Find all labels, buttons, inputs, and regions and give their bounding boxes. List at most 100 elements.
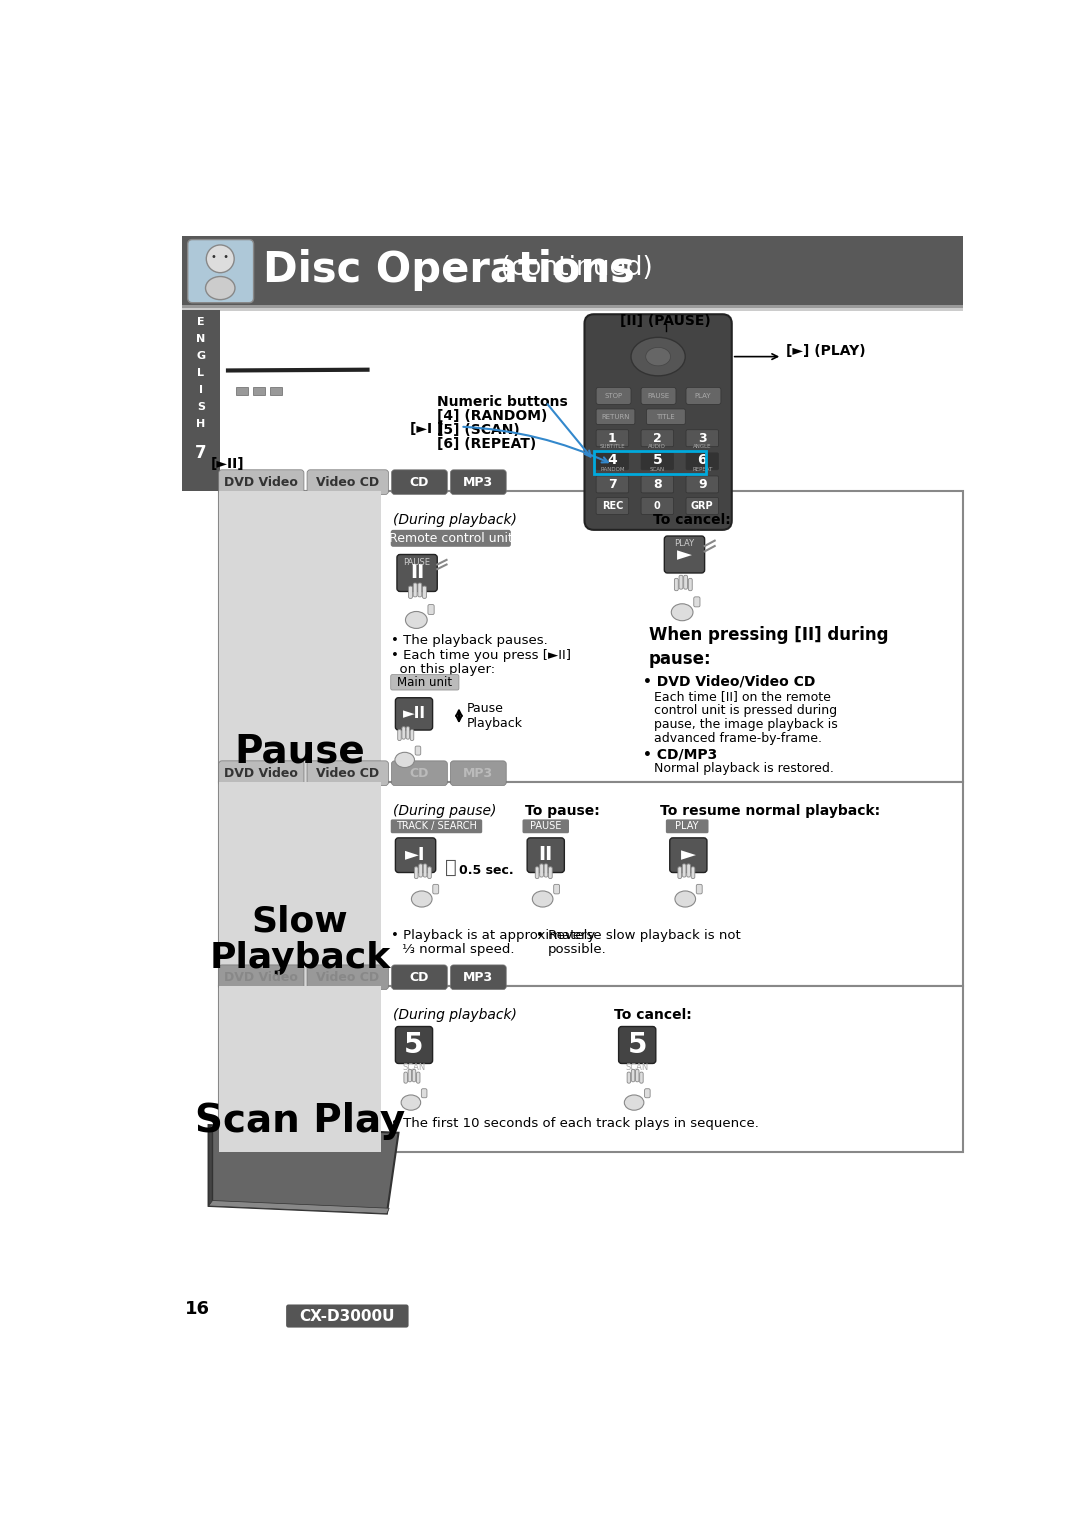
Text: SCAN: SCAN (403, 1063, 426, 1073)
Text: 0.5 sec.: 0.5 sec. (459, 865, 514, 877)
Text: CD: CD (409, 767, 429, 779)
FancyBboxPatch shape (395, 1027, 433, 1063)
FancyBboxPatch shape (693, 597, 700, 607)
Text: 16: 16 (186, 1300, 211, 1319)
Text: • Reverse slow playback is not: • Reverse slow playback is not (537, 929, 741, 941)
Text: MP3: MP3 (463, 970, 494, 984)
Text: Each time [II] on the remote: Each time [II] on the remote (654, 691, 832, 703)
FancyBboxPatch shape (397, 555, 437, 591)
FancyBboxPatch shape (286, 1305, 408, 1328)
FancyBboxPatch shape (686, 388, 721, 405)
Text: ⅓ normal speed.: ⅓ normal speed. (402, 943, 514, 955)
Text: 5: 5 (627, 1031, 647, 1059)
Text: To pause:: To pause: (525, 804, 599, 817)
Text: S: S (197, 402, 205, 411)
FancyBboxPatch shape (596, 429, 629, 446)
Ellipse shape (205, 277, 235, 299)
FancyBboxPatch shape (632, 1070, 635, 1082)
Ellipse shape (401, 1096, 421, 1111)
FancyBboxPatch shape (395, 837, 435, 872)
Polygon shape (208, 1201, 389, 1213)
FancyBboxPatch shape (450, 964, 507, 990)
Text: • The playback pauses.: • The playback pauses. (391, 634, 548, 646)
FancyBboxPatch shape (391, 675, 459, 691)
Text: [4] (RANDOM): [4] (RANDOM) (437, 410, 548, 423)
FancyBboxPatch shape (536, 866, 539, 879)
FancyBboxPatch shape (635, 1070, 639, 1082)
Text: control unit is pressed during: control unit is pressed during (654, 704, 837, 717)
Text: Slow
Playback: Slow Playback (210, 905, 391, 975)
FancyBboxPatch shape (392, 761, 447, 785)
FancyBboxPatch shape (307, 964, 389, 990)
Text: Pause: Pause (467, 701, 503, 715)
FancyBboxPatch shape (395, 698, 433, 730)
Text: MP3: MP3 (463, 475, 494, 489)
Text: MP3: MP3 (463, 767, 494, 779)
Bar (181, 306, 962, 309)
Text: Pause: Pause (234, 733, 365, 770)
FancyBboxPatch shape (397, 729, 401, 741)
Text: When pressing [II] during
pause:: When pressing [II] during pause: (649, 626, 889, 668)
Ellipse shape (395, 752, 415, 767)
Text: (During playback): (During playback) (393, 513, 517, 527)
Text: DVD Video: DVD Video (225, 475, 298, 489)
FancyBboxPatch shape (218, 761, 303, 785)
Bar (218, 492, 381, 782)
Text: ⏳: ⏳ (445, 857, 457, 877)
Bar (594, 451, 706, 474)
Text: • Playback is at approximately: • Playback is at approximately (391, 929, 595, 941)
FancyBboxPatch shape (691, 866, 694, 879)
FancyBboxPatch shape (684, 575, 688, 590)
Text: 8: 8 (653, 478, 662, 490)
Ellipse shape (411, 891, 432, 908)
Bar (218, 987, 381, 1152)
FancyBboxPatch shape (596, 498, 629, 515)
Bar (218, 987, 962, 1152)
Bar (218, 782, 381, 987)
Text: REC: REC (602, 501, 623, 510)
Text: To resume normal playback:: To resume normal playback: (661, 804, 880, 817)
Ellipse shape (624, 1096, 644, 1111)
FancyBboxPatch shape (642, 452, 674, 469)
FancyBboxPatch shape (596, 475, 629, 494)
FancyBboxPatch shape (392, 469, 447, 495)
Text: REPEAT: REPEAT (692, 468, 713, 472)
FancyBboxPatch shape (670, 837, 707, 872)
Text: [6] (REPEAT): [6] (REPEAT) (437, 437, 537, 451)
FancyBboxPatch shape (418, 584, 422, 597)
FancyBboxPatch shape (433, 885, 438, 894)
FancyBboxPatch shape (683, 863, 686, 877)
Text: N: N (197, 335, 205, 344)
Text: ►II: ►II (403, 706, 426, 721)
FancyBboxPatch shape (218, 964, 303, 990)
Text: G: G (197, 351, 205, 361)
Text: 9: 9 (698, 478, 706, 490)
Text: PLAY: PLAY (694, 393, 712, 399)
Text: Scan Play: Scan Play (195, 1103, 405, 1140)
Text: TITLE: TITLE (657, 414, 675, 420)
Text: (During pause): (During pause) (393, 804, 497, 817)
Polygon shape (208, 1125, 399, 1213)
Text: SCAN: SCAN (650, 468, 665, 472)
FancyBboxPatch shape (527, 837, 565, 872)
FancyBboxPatch shape (419, 863, 422, 877)
FancyBboxPatch shape (422, 587, 427, 599)
Text: •  •: • • (212, 252, 229, 263)
Ellipse shape (631, 338, 685, 376)
FancyBboxPatch shape (647, 410, 685, 425)
Polygon shape (208, 1125, 213, 1206)
Text: • Each time you press [►II]: • Each time you press [►II] (391, 649, 570, 662)
Ellipse shape (675, 891, 696, 908)
Text: II: II (410, 564, 424, 582)
Text: • CD/MP3: • CD/MP3 (644, 747, 717, 761)
Text: Remote control unit: Remote control unit (389, 532, 513, 545)
Text: GRP: GRP (691, 501, 714, 510)
FancyBboxPatch shape (421, 1089, 427, 1097)
FancyBboxPatch shape (414, 584, 417, 597)
FancyBboxPatch shape (639, 1073, 644, 1083)
Text: on this player:: on this player: (391, 663, 495, 675)
FancyBboxPatch shape (415, 746, 421, 755)
Bar (181, 235, 962, 306)
Text: 4: 4 (608, 452, 618, 466)
Text: ►: ► (677, 545, 692, 564)
